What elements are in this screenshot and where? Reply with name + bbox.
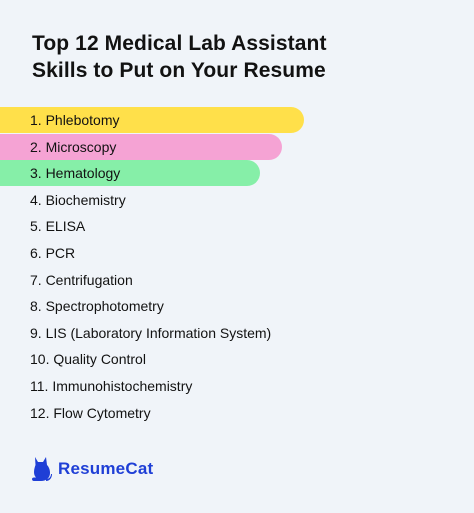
skill-item-2: 2. Microscopy <box>0 133 474 161</box>
skill-item-1: 1. Phlebotomy <box>0 107 474 134</box>
skill-item-11: 11. Immunohistochemistry <box>0 373 474 400</box>
skill-label-9: 9. LIS (Laboratory Information System) <box>30 324 272 341</box>
skills-list: 1. Phlebotomy 2. Microscopy 3. Hematolog… <box>0 107 474 426</box>
skill-label-4: 4. Biochemistry <box>30 191 126 208</box>
skill-label-11: 11. Immunohistochemistry <box>30 377 193 394</box>
brand-name: ResumeCat <box>58 459 154 478</box>
skill-highlight-2 <box>0 133 282 160</box>
skill-highlight-1 <box>0 107 304 133</box>
skill-item-8: 8. Spectrophotometry <box>0 293 474 320</box>
skill-label-10: 10. Quality Control <box>30 351 146 368</box>
skill-item-3: 3. Hematology <box>0 160 474 187</box>
skill-label-12: 12. Flow Cytometry <box>30 404 151 421</box>
skill-label-1: 1. Phlebotomy <box>30 112 120 128</box>
skill-item-12: 12. Flow Cytometry <box>0 400 474 427</box>
title-line-2: Skills to Put on Your Resume <box>32 59 326 82</box>
skill-item-9: 9. LIS (Laboratory Information System) <box>0 320 474 347</box>
page-title: Top 12 Medical Lab Assistant Skills to P… <box>32 30 452 84</box>
skill-label-6: 6. PCR <box>30 244 76 261</box>
skill-item-4: 4. Biochemistry <box>0 187 474 214</box>
skill-label-5: 5. ELISA <box>30 218 86 235</box>
skill-label-2: 2. Microscopy <box>30 138 117 155</box>
cat-icon <box>32 457 52 481</box>
skill-label-7: 7. Centrifugation <box>30 271 133 288</box>
skill-item-5: 5. ELISA <box>0 213 474 240</box>
skill-item-7: 7. Centrifugation <box>0 267 474 294</box>
brand-logo[interactable]: ResumeCat <box>30 454 153 484</box>
skill-item-6: 6. PCR <box>0 240 474 267</box>
title-line-1: Top 12 Medical Lab Assistant <box>32 32 327 55</box>
skill-label-3: 3. Hematology <box>30 165 121 182</box>
skill-item-10: 10. Quality Control <box>0 346 474 373</box>
skill-label-8: 8. Spectrophotometry <box>30 298 164 315</box>
skill-highlight-3 <box>0 160 260 187</box>
